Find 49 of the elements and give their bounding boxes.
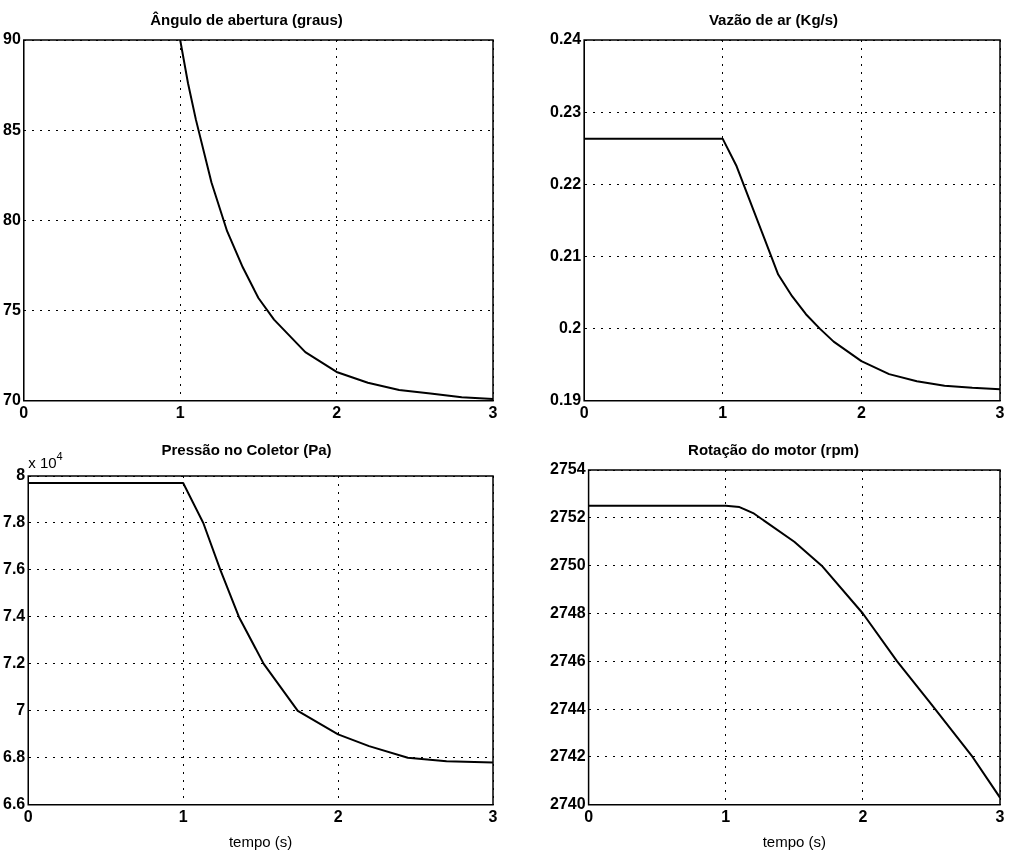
chart-title: Vazão de ar (Kg/s)	[708, 11, 839, 29]
x-tick-label: 1	[718, 403, 728, 421]
y-tick-label: 7.6	[2, 560, 26, 578]
x-tick-label: 0	[23, 807, 33, 825]
x-tick-label: 3	[995, 403, 1005, 421]
y-tick-label: 2744	[550, 699, 586, 717]
x-tick-label: 3	[995, 807, 1005, 825]
x-tick-label: 0	[584, 807, 594, 825]
y-tick-label: 6.6	[2, 795, 26, 813]
y-tick-label: 0.22	[550, 174, 582, 192]
y-tick-label: 2748	[550, 603, 586, 621]
y-tick-label: 70	[3, 391, 21, 409]
y-tick-label: 0.24	[550, 30, 582, 48]
y-tick-label: 7.4	[2, 607, 26, 625]
y-tick-label: 7.8	[2, 513, 26, 531]
y-tick-label: 2746	[550, 651, 586, 669]
x-tick-label: 1	[178, 807, 188, 825]
x-tick-label: 3	[488, 807, 498, 825]
y-tick-label: 2750	[550, 556, 586, 574]
x-tick-label: 2	[333, 807, 343, 825]
y-tick-label: 6.8	[2, 748, 26, 766]
chart-title: Rotação do motor (rpm)	[688, 441, 859, 459]
y-tick-label: 90	[3, 30, 21, 48]
y-tick-label: 0.19	[550, 391, 582, 409]
y-tick-label: 0.21	[550, 246, 582, 264]
x-tick-label: 1	[175, 403, 185, 421]
x-tick-label: 0	[579, 403, 589, 421]
y-tick-label: 0.2	[558, 319, 582, 337]
y-tick-label: 0.23	[550, 102, 582, 120]
y-tick-label: 2742	[550, 747, 586, 765]
chart-title: Pressão no Coletor (Pa)	[161, 441, 332, 459]
y-tick-label: 2754	[550, 460, 586, 478]
y-tick-label: 7.2	[2, 654, 26, 672]
x-tick-label: 2	[332, 403, 342, 421]
x-axis-title: tempo (s)	[762, 833, 826, 851]
chart-title: Ângulo de abertura (graus)	[150, 11, 343, 29]
x-tick-label: 3	[488, 403, 498, 421]
y-tick-label: 2752	[550, 508, 586, 526]
x-tick-label: 2	[856, 403, 866, 421]
x-axis-title: tempo (s)	[228, 833, 293, 851]
y-tick-label: 8	[16, 466, 26, 484]
x-tick-label: 0	[19, 403, 29, 421]
y-tick-label: 80	[3, 210, 21, 228]
x-tick-label: 1	[721, 807, 731, 825]
y-tick-label: 75	[3, 301, 21, 319]
y-tick-label: 2740	[550, 795, 586, 813]
x-tick-label: 2	[858, 807, 868, 825]
y-tick-label: 85	[3, 120, 21, 138]
y-tick-label: 7	[16, 701, 26, 719]
